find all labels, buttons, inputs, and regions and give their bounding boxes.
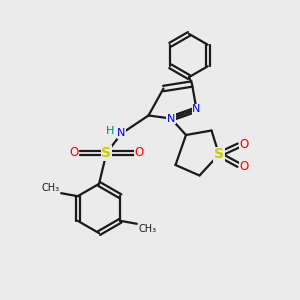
Text: N: N <box>117 128 126 139</box>
Text: CH₃: CH₃ <box>42 183 60 193</box>
Text: O: O <box>240 160 249 173</box>
Text: S: S <box>101 146 112 160</box>
Text: O: O <box>134 146 143 160</box>
Text: O: O <box>240 137 249 151</box>
Text: N: N <box>192 104 201 115</box>
Text: CH₃: CH₃ <box>138 224 156 234</box>
Text: H: H <box>106 126 114 136</box>
Text: O: O <box>70 146 79 160</box>
Text: N: N <box>167 113 175 124</box>
Text: S: S <box>214 148 224 161</box>
